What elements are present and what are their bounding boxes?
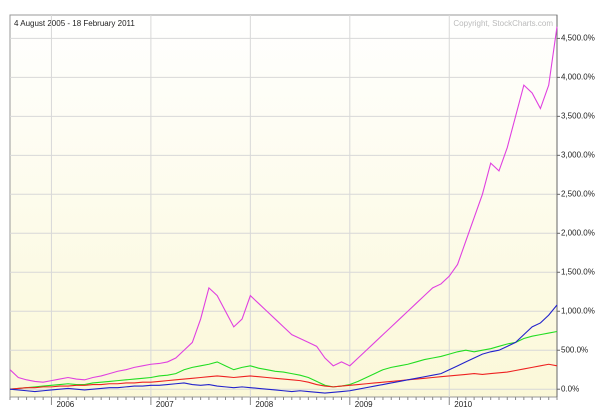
chart-title: 4 August 2005 - 18 February 2011 bbox=[14, 19, 135, 28]
series-line bbox=[9, 363, 558, 390]
y-tick-label: 3,000.0% bbox=[561, 150, 595, 159]
series-line bbox=[9, 304, 558, 394]
copyright: Copyright, StockCharts.com bbox=[453, 19, 553, 28]
y-tick-label: 4,000.0% bbox=[561, 72, 595, 81]
plot-area bbox=[9, 14, 558, 398]
y-tick-label: 1,000.0% bbox=[561, 306, 595, 315]
y-tick-label: 3,500.0% bbox=[561, 111, 595, 120]
series-line bbox=[9, 26, 558, 383]
y-tick-label: 2,000.0% bbox=[561, 228, 595, 237]
y-tick-label: 1,500.0% bbox=[561, 267, 595, 276]
y-tick-label: 4,500.0% bbox=[561, 33, 595, 42]
x-tick-label: 2008 bbox=[255, 400, 273, 409]
x-tick-label: 2006 bbox=[56, 400, 74, 409]
x-tick-label: 2010 bbox=[454, 400, 472, 409]
series-line bbox=[9, 330, 558, 390]
y-tick-label: 500.0% bbox=[561, 345, 588, 354]
x-tick-label: 2007 bbox=[156, 400, 174, 409]
x-tick-label: 2009 bbox=[355, 400, 373, 409]
y-tick-label: 2,500.0% bbox=[561, 189, 595, 198]
y-tick-label: 0.0% bbox=[561, 384, 579, 393]
